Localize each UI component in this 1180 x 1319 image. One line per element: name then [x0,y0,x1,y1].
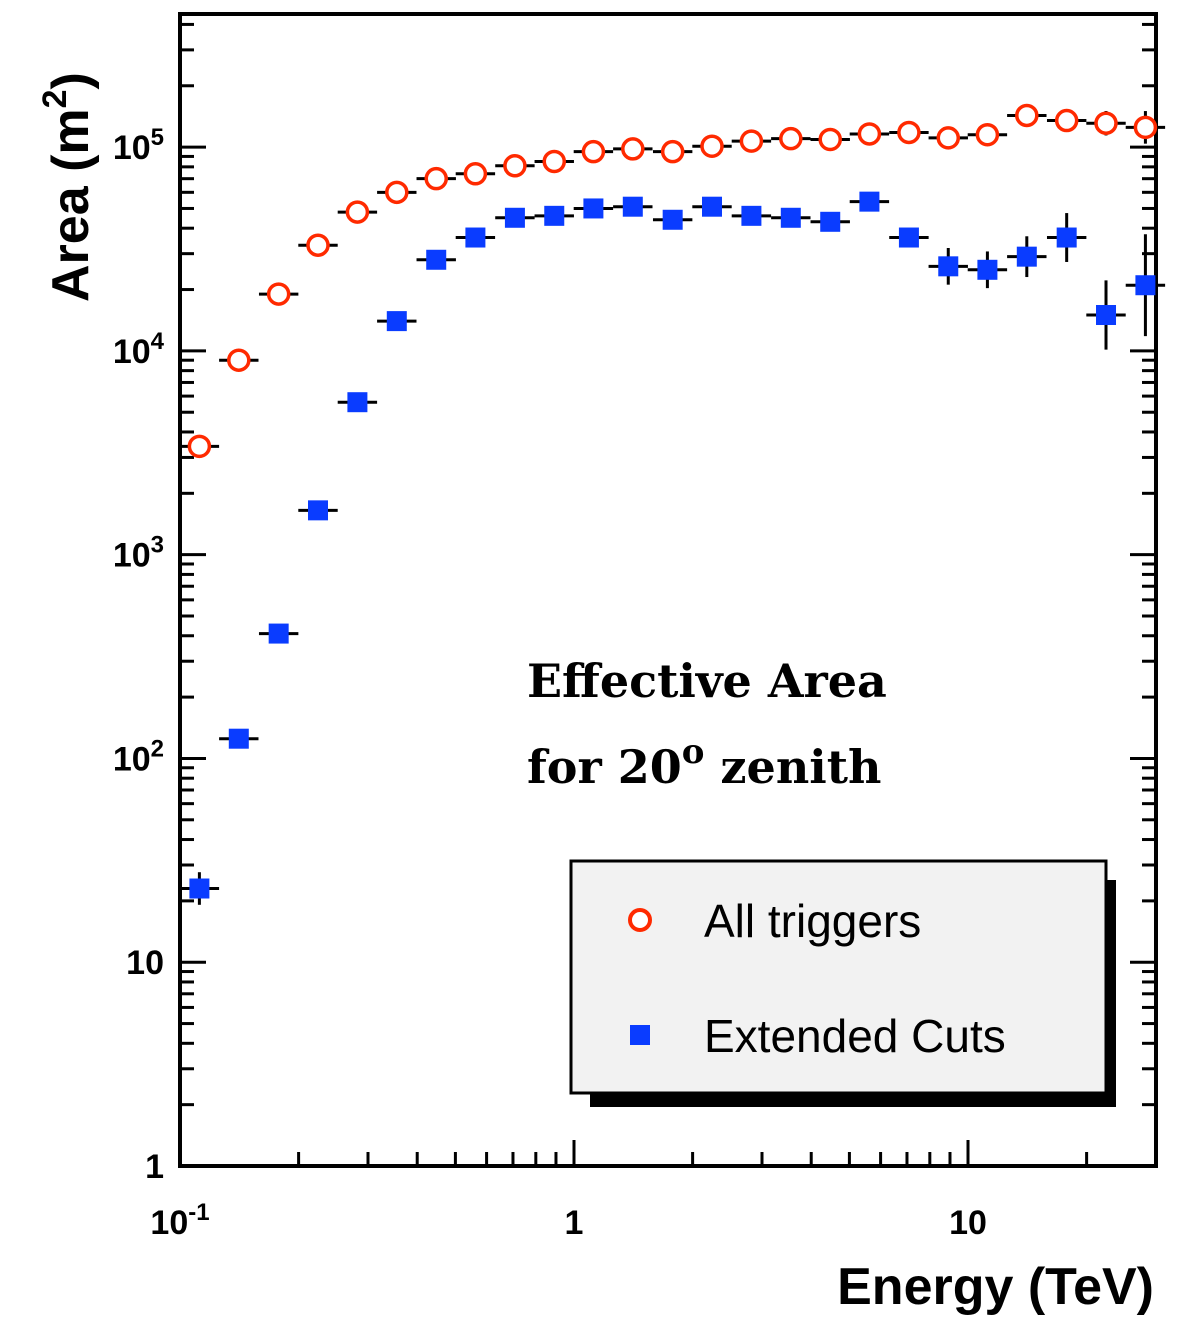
data-point-all-triggers [1054,108,1079,133]
y-tick-label: 103 [113,532,164,575]
x-tick-label: 1 [565,1204,584,1242]
data-point-extended-cuts [1135,275,1156,296]
data-point-extended-cuts [504,207,525,228]
data-point-extended-cuts [1056,227,1077,248]
data-point-extended-cuts [741,205,762,226]
data-point-extended-cuts [938,256,959,277]
plot-frame [178,12,1158,1168]
data-point-all-triggers [1094,111,1118,135]
data-point-extended-cuts [820,211,841,232]
data-point-extended-cuts [307,500,328,521]
data-point-all-triggers [227,348,251,372]
legend-label-extended-cuts: Extended Cuts [704,1010,1006,1062]
x-axis-title: Energy (TeV) [837,1258,1154,1316]
y-tick-label: 10 [126,944,164,982]
data-point-all-triggers [187,434,212,459]
data-point-extended-cuts [386,311,407,332]
data-point-all-triggers [424,166,448,191]
annotation-line2-sup: o [682,732,705,772]
data-point-all-triggers [463,162,488,186]
data-point-all-triggers [700,134,724,158]
annotation-line2-prefix: for 20 [527,740,682,794]
y-axis-title: Area (m2) [36,72,100,302]
data-point-extended-cuts [544,205,565,226]
tick-labels: 1 10 102 103 104 105 10-1 1 10 [113,124,987,1242]
data-point-extended-cuts [465,227,486,248]
data-point-extended-cuts [702,196,723,217]
data-point-all-triggers [897,120,921,145]
data-point-extended-cuts [347,392,368,413]
data-point-extended-cuts [977,259,998,280]
axis-ticks [178,22,1158,1168]
data-point-all-triggers [1015,103,1039,128]
y-axis-title-text: Area (m [42,108,100,302]
data-point-all-triggers [621,137,645,161]
y-tick-label: 102 [113,735,164,778]
y-tick-label: 104 [113,328,165,371]
annotation-line2-suffix: zenith [704,740,881,794]
data-point-all-triggers [542,149,567,174]
data-point-extended-cuts [268,623,289,644]
legend-marker-extended-cuts [630,1025,650,1045]
svg-text:Area (m2): Area (m2) [36,72,100,302]
data-point-all-triggers [503,154,527,178]
x-tick-label: 10-1 [150,1199,209,1242]
data-point-extended-cuts [228,728,249,749]
data-point-extended-cuts [426,249,447,270]
annotation-line2: for 20o zenith [527,732,881,794]
data-point-all-triggers [936,126,961,150]
data-point-all-triggers [857,122,882,146]
data-point-all-triggers [975,122,1000,147]
data-point-extended-cuts [583,198,604,219]
data-point-all-triggers [818,127,842,152]
data-point-extended-cuts [662,209,683,230]
x-tick-label: 10 [949,1204,987,1242]
data-point-extended-cuts [898,227,919,248]
data-point-extended-cuts [859,191,880,212]
data-point-all-triggers [385,180,409,205]
legend: All triggers Extended Cuts [569,859,1116,1107]
data-point-extended-cuts [1016,246,1037,267]
data-point-all-triggers [739,129,764,153]
data-point-all-triggers [306,233,330,257]
data-point-extended-cuts [780,207,801,228]
legend-marker-all-triggers [628,908,652,932]
data-point-all-triggers [266,282,291,306]
legend-box [569,859,1108,1095]
data-points [179,103,1166,905]
legend-label-all-triggers: All triggers [704,895,921,947]
data-point-extended-cuts [1096,305,1117,326]
y-tick-label: 105 [113,124,164,167]
annotation-line1: Effective Area [527,654,887,708]
data-point-all-triggers [345,200,370,224]
data-point-all-triggers [581,139,606,164]
y-axis-title-sup: 2 [36,89,74,108]
annotation: Effective Area for 20o zenith [527,654,887,794]
data-point-all-triggers [779,126,803,151]
data-point-extended-cuts [622,196,643,217]
y-axis-title-close: ) [42,72,100,89]
data-point-all-triggers [1133,115,1158,140]
data-point-extended-cuts [189,878,210,899]
data-point-all-triggers [660,139,685,164]
y-tick-label: 1 [145,1148,164,1186]
